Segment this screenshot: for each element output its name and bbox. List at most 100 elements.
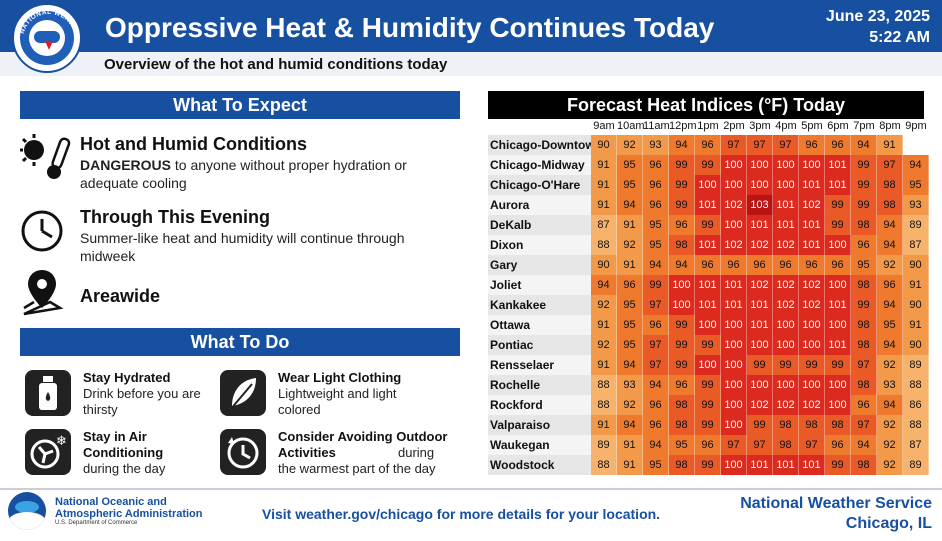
- location-name: Rensselaer: [488, 355, 591, 375]
- table-row: Pontiac 92 95 97 99 99 100 100 100 100 101 98 94 90: [488, 335, 929, 355]
- heat-index-cell: 93: [903, 195, 929, 215]
- heat-index-cell: 102: [799, 395, 825, 415]
- heat-index-cell: 100: [721, 335, 747, 355]
- expect-item-title: Areawide: [80, 286, 161, 306]
- heat-index-cell: 89: [903, 455, 929, 475]
- heat-index-cell: 96: [799, 255, 825, 275]
- heat-index-cell: 100: [721, 175, 747, 195]
- heat-index-cell: 99: [669, 195, 695, 215]
- hour-label: 5pm: [801, 120, 823, 132]
- heat-index-cell: 99: [695, 375, 721, 395]
- heat-index-cell: 90: [903, 295, 929, 315]
- heat-index-cell: 96: [695, 435, 721, 455]
- heat-index-cell: 101: [747, 295, 773, 315]
- table-row: DeKalb 87 91 95 96 99 100 101 101 101 99 98 94 89: [488, 215, 929, 235]
- heat-index-cell: 95: [643, 215, 669, 235]
- heat-index-cell: 91: [591, 175, 617, 195]
- hour-label: 12pm: [669, 120, 697, 132]
- heat-index-cell: 101: [773, 215, 799, 235]
- heat-index-cell: 96: [721, 255, 747, 275]
- hour-label: 8pm: [879, 120, 901, 132]
- heat-index-cell: 96: [669, 375, 695, 395]
- heat-index-cell: 101: [773, 195, 799, 215]
- table-row: Ottawa 91 95 96 99 100 100 101 100 100 100 98 95 91: [488, 315, 929, 335]
- heat-index-cell: 97: [747, 435, 773, 455]
- svg-text:❄: ❄: [56, 434, 67, 449]
- heat-index-cell: 101: [825, 155, 851, 175]
- heat-index-cell: 102: [799, 295, 825, 315]
- heat-index-cell: 88: [591, 235, 617, 255]
- heat-index-cell: 100: [721, 215, 747, 235]
- hour-label: 4pm: [775, 120, 797, 132]
- heat-index-cell: 98: [851, 335, 877, 355]
- heat-index-cell: 96: [773, 255, 799, 275]
- todo-item: ❄ Stay in Air Conditioning during the da…: [25, 429, 245, 477]
- heat-index-cell: 92: [877, 255, 903, 275]
- heat-index-cell: 98: [669, 415, 695, 435]
- heat-index-cell: 95: [851, 255, 877, 275]
- table-row: Rensselaer 91 94 97 99 100 100 99 99 99 99 97 92 89: [488, 355, 929, 375]
- heat-index-cell: 96: [643, 155, 669, 175]
- table-row: Waukegan 89 91 94 95 96 97 97 98 97 96 94 92 87: [488, 435, 929, 455]
- table-row: Valparaiso 91 94 96 98 99 100 99 98 98 98 97 92 88: [488, 415, 929, 435]
- heat-index-cell: 95: [617, 315, 643, 335]
- heat-index-cell: 102: [773, 395, 799, 415]
- heat-index-cell: 100: [721, 155, 747, 175]
- location-name: Chicago-Midway: [488, 155, 591, 175]
- heat-index-cell: 99: [695, 335, 721, 355]
- heat-index-cell: 91: [903, 315, 929, 335]
- heat-index-table-title: Forecast Heat Indices (°F) Today: [488, 91, 924, 119]
- heat-index-cell: 99: [669, 335, 695, 355]
- heat-index-cell: 100: [695, 175, 721, 195]
- heat-index-cell: 96: [643, 195, 669, 215]
- heat-index-cell: 100: [773, 175, 799, 195]
- heat-index-cell: 98: [851, 455, 877, 475]
- heat-index-cell: 99: [695, 215, 721, 235]
- table-row: Rochelle 88 93 94 96 99 100 100 100 100 100 98 93 88: [488, 375, 929, 395]
- todo-desc: the warmest part of the day: [278, 461, 436, 476]
- air-conditioner-icon: ❄: [25, 429, 71, 475]
- hour-label: 7pm: [853, 120, 875, 132]
- todo-desc: during the day: [83, 461, 166, 476]
- heat-index-cell: 101: [747, 315, 773, 335]
- heat-index-cell: 94: [877, 295, 903, 315]
- heat-index-cell: 92: [617, 235, 643, 255]
- heat-index-cell: 89: [903, 355, 929, 375]
- heat-index-cell: 94: [643, 375, 669, 395]
- location-name: Rochelle: [488, 375, 591, 395]
- heat-index-cell: 95: [617, 155, 643, 175]
- heat-index-cell: 96: [643, 175, 669, 195]
- heat-index-cell: 100: [825, 235, 851, 255]
- heat-index-cell: 94: [877, 335, 903, 355]
- heat-index-cell: 101: [695, 235, 721, 255]
- heat-index-cell: 100: [695, 315, 721, 335]
- heat-index-cell: 88: [903, 375, 929, 395]
- heat-index-cell: 96: [643, 395, 669, 415]
- heat-index-cell: 99: [695, 155, 721, 175]
- heat-index-cell: 102: [721, 235, 747, 255]
- table-row: Joliet 94 96 99 100 101 101 102 102 102 100 98 96 91: [488, 275, 929, 295]
- visit-link[interactable]: Visit weather.gov/chicago for more detai…: [262, 506, 661, 522]
- heat-index-cell: 90: [903, 255, 929, 275]
- heat-index-cell: 88: [903, 415, 929, 435]
- heat-index-cell: 99: [747, 415, 773, 435]
- sun-thermometer-icon: [20, 134, 72, 182]
- heat-index-cell: 100: [747, 175, 773, 195]
- map-pin-icon: [20, 268, 72, 316]
- heat-index-cell: 99: [669, 155, 695, 175]
- heat-index-cell: 92: [877, 415, 903, 435]
- table-row: Chicago-Downtown 90 92 93 94 96 97 97 97 96 96 94 91: [488, 135, 924, 155]
- location-name: Valparaiso: [488, 415, 591, 435]
- nws-office: National Weather Service Chicago, IL: [740, 495, 932, 532]
- heat-index-cell: 102: [773, 295, 799, 315]
- heat-index-cell: 90: [591, 255, 617, 275]
- heat-index-cell: 97: [643, 355, 669, 375]
- heat-index-cell: 95: [617, 335, 643, 355]
- heat-index-cell: 91: [617, 455, 643, 475]
- heat-index-cell: 99: [851, 295, 877, 315]
- heat-index-cell: 101: [799, 235, 825, 255]
- heat-index-cell: 101: [747, 455, 773, 475]
- location-name: Gary: [488, 255, 591, 275]
- heat-index-cell: 100: [773, 335, 799, 355]
- heat-index-cell: 96: [643, 315, 669, 335]
